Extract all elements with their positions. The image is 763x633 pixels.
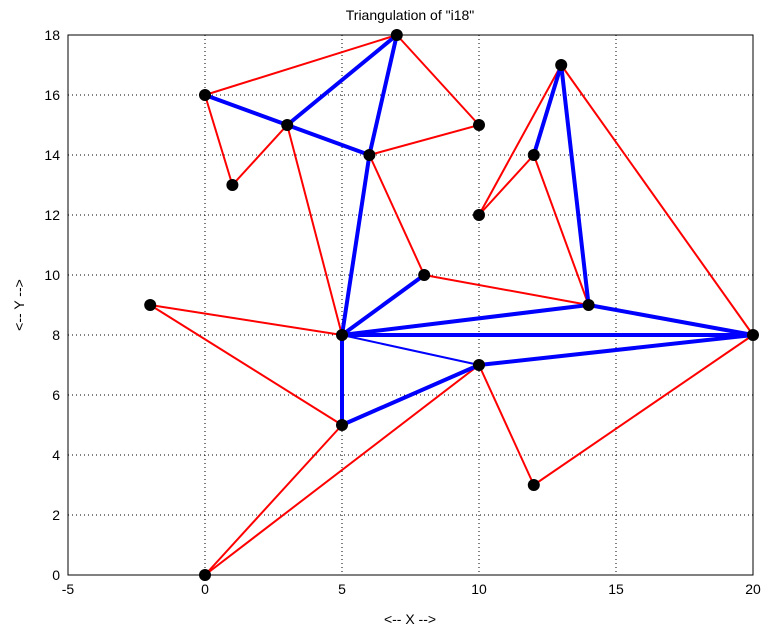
x-tick-label: -5 bbox=[62, 581, 75, 597]
y-tick-label: 2 bbox=[52, 507, 60, 523]
data-point bbox=[555, 59, 568, 71]
data-point bbox=[473, 209, 485, 221]
data-point bbox=[363, 149, 376, 161]
interior-edge bbox=[477, 333, 755, 367]
y-tick-label: 18 bbox=[44, 27, 60, 43]
boundary-edge bbox=[204, 34, 398, 96]
interior-edge bbox=[340, 303, 591, 337]
y-tick-label: 8 bbox=[52, 327, 60, 343]
chart-title: Triangulation of "i18" bbox=[346, 7, 475, 23]
y-tick-label: 4 bbox=[52, 447, 60, 463]
plot-frame bbox=[67, 34, 754, 576]
x-axis-label: <-- X --> bbox=[384, 611, 436, 627]
data-point bbox=[473, 119, 485, 131]
boundary-edge bbox=[204, 94, 234, 186]
data-point bbox=[473, 359, 485, 371]
boundary-edge bbox=[396, 34, 480, 126]
boundary-edges bbox=[149, 34, 754, 576]
interior-edge bbox=[531, 63, 564, 157]
data-point bbox=[336, 329, 348, 341]
boundary-edge bbox=[204, 424, 343, 576]
interior-edge bbox=[341, 334, 480, 366]
interior-edge bbox=[285, 33, 399, 127]
boundary-edge bbox=[533, 334, 754, 486]
boundary-edge bbox=[204, 364, 480, 576]
boundary-edge bbox=[369, 124, 480, 156]
interior-edge bbox=[340, 153, 372, 337]
y-tick-label: 6 bbox=[52, 387, 60, 403]
data-point bbox=[199, 89, 211, 101]
boundary-edge bbox=[478, 364, 535, 486]
y-tick-label: 12 bbox=[44, 207, 60, 223]
y-tick-label: 14 bbox=[44, 147, 60, 163]
interior-edge bbox=[340, 363, 481, 427]
x-tick-label: 15 bbox=[608, 581, 624, 597]
data-point bbox=[336, 419, 348, 431]
data-points bbox=[144, 29, 759, 581]
data-point bbox=[226, 179, 239, 191]
boundary-edge bbox=[286, 124, 343, 336]
grid-lines bbox=[68, 35, 753, 575]
y-tick-label: 16 bbox=[44, 87, 60, 103]
boundary-edge bbox=[560, 64, 754, 336]
boundary-edge bbox=[231, 124, 288, 186]
boundary-edge bbox=[368, 154, 426, 276]
interior-edge bbox=[340, 273, 427, 337]
y-tick-label: 0 bbox=[52, 567, 60, 583]
boundary-edge bbox=[478, 154, 535, 216]
x-tick-labels: -5 0 5 10 15 20 bbox=[62, 581, 761, 597]
y-tick-label: 10 bbox=[44, 267, 60, 283]
interior-edge bbox=[586, 303, 755, 337]
boundary-edge bbox=[149, 304, 343, 426]
boundary-edge bbox=[150, 304, 343, 336]
data-point bbox=[418, 269, 431, 281]
data-point bbox=[527, 479, 540, 491]
y-tick-labels: 0 2 4 6 8 10 12 14 16 18 bbox=[44, 27, 60, 583]
boundary-edge bbox=[532, 154, 590, 306]
boundary-edge bbox=[478, 64, 563, 216]
y-axis-label: <-- Y --> bbox=[11, 279, 27, 331]
x-tick-label: 20 bbox=[745, 581, 761, 597]
boundary-edge bbox=[424, 274, 589, 306]
data-point bbox=[281, 119, 294, 131]
x-tick-label: 5 bbox=[338, 581, 346, 597]
interior-edge bbox=[559, 63, 591, 307]
data-point bbox=[527, 149, 540, 161]
x-tick-label: 10 bbox=[471, 581, 487, 597]
interior-edge bbox=[367, 33, 399, 157]
data-point bbox=[582, 299, 595, 311]
x-tick-label: 0 bbox=[201, 581, 209, 597]
data-point bbox=[144, 299, 157, 311]
